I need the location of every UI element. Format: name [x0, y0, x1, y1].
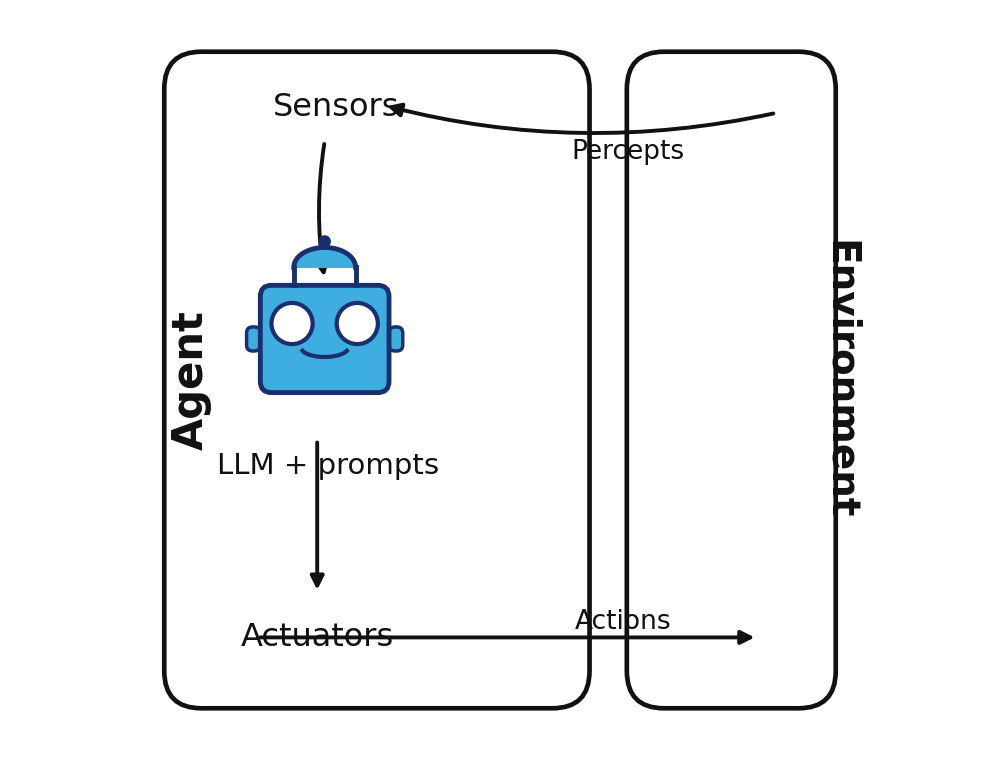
FancyBboxPatch shape — [164, 52, 590, 708]
Polygon shape — [294, 248, 356, 268]
Text: Actuators: Actuators — [241, 622, 394, 653]
Circle shape — [319, 236, 330, 247]
FancyBboxPatch shape — [627, 52, 836, 708]
Text: LLM + prompts: LLM + prompts — [217, 451, 439, 480]
FancyBboxPatch shape — [247, 327, 260, 351]
Text: Agent: Agent — [169, 310, 211, 450]
FancyBboxPatch shape — [260, 285, 389, 393]
FancyBboxPatch shape — [389, 327, 403, 351]
Text: Percepts: Percepts — [571, 139, 684, 166]
Text: Sensors: Sensors — [273, 92, 399, 123]
Circle shape — [271, 303, 313, 344]
Circle shape — [337, 303, 378, 344]
Text: Actions: Actions — [575, 610, 671, 635]
Text: Environment: Environment — [820, 240, 858, 520]
